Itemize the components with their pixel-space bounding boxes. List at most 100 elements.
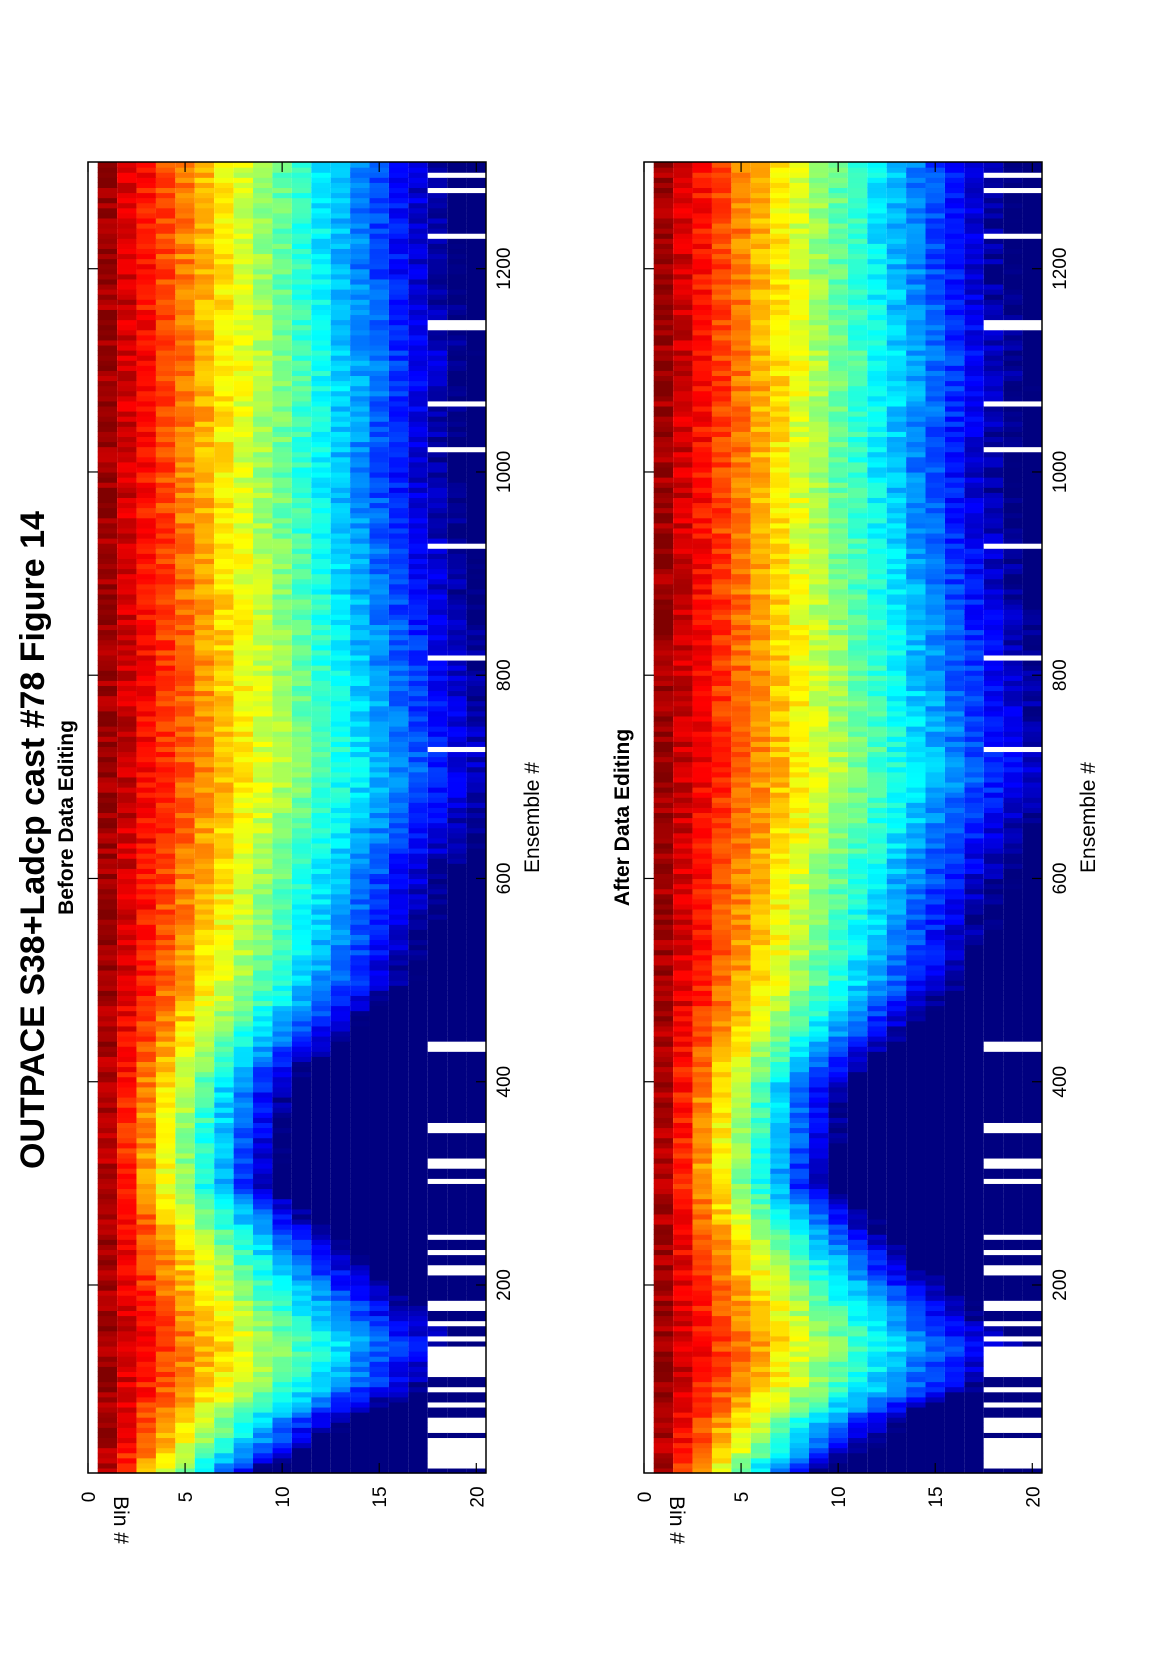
heatmap-cell [233,949,254,956]
heatmap-cell [447,1432,467,1439]
heatmap-cell [194,334,215,341]
heatmap-cell [136,680,156,686]
heatmap-cell [330,538,351,544]
heatmap-cell [330,1025,351,1032]
heatmap-cell [117,1203,137,1210]
heatmap-cell [291,1061,312,1068]
heatmap-cell [97,1132,118,1139]
heatmap-cell [447,283,467,290]
heatmap-cell [369,609,389,615]
heatmap-cell [369,1096,389,1103]
heatmap-cell [155,1168,176,1174]
heatmap-cell [233,1371,254,1378]
heatmap-cell [194,731,215,737]
heatmap-cell [427,416,448,422]
heatmap-cell [175,304,195,310]
heatmap-cell [194,329,215,336]
heatmap-cell [175,1152,195,1159]
heatmap-cell [311,380,331,387]
heatmap-cell [175,1437,195,1444]
heatmap-cell [388,873,409,880]
heatmap-cell [97,1300,118,1306]
heatmap-cell [369,898,389,905]
heatmap-cell [136,771,156,778]
heatmap-cell [97,771,118,778]
heatmap-cell [408,405,428,412]
heatmap-cell [350,324,370,331]
heatmap-cell [447,700,467,707]
heatmap-cell [175,1076,195,1083]
heatmap-cell [466,1157,486,1164]
heatmap-cell [388,781,409,788]
heatmap-cell [388,1325,409,1332]
heatmap-cell [427,1030,448,1037]
heatmap-cell [117,1244,137,1251]
heatmap-cell [253,410,273,417]
heatmap-cell [466,863,486,869]
heatmap-cell [253,654,273,661]
heatmap-cell [233,731,254,737]
heatmap-cell [272,1036,292,1042]
heatmap-cell [117,654,137,661]
heatmap-cell [117,1396,137,1403]
heatmap-cell [97,924,118,930]
heatmap-cell [155,1203,176,1210]
heatmap-cell [369,700,389,707]
heatmap-cell [466,1396,486,1403]
heatmap-cell [311,258,331,265]
heatmap-cell [350,720,370,727]
heatmap-cell [97,563,118,570]
heatmap-cell [330,1234,351,1240]
heatmap-cell [350,1030,370,1037]
heatmap-cell [408,1417,428,1423]
heatmap-cell [117,263,137,270]
heatmap-cell [272,726,292,732]
heatmap-cell [136,1178,156,1184]
heatmap-cell [175,746,195,753]
heatmap-cell [466,1320,486,1327]
heatmap-cell [175,375,195,382]
heatmap-cell [194,370,215,377]
heatmap-cell [388,1188,409,1195]
heatmap-cell [311,980,331,986]
heatmap-cell [175,604,195,610]
heatmap-cell [311,1213,331,1220]
heatmap-cell [194,614,215,620]
heatmap-cell [175,990,195,996]
heatmap-cell [97,1208,118,1215]
heatmap-cell [427,1376,448,1383]
heatmap-cell [447,268,467,275]
heatmap-cell [155,1422,176,1428]
heatmap-cell [136,339,156,346]
heatmap-cell [97,1203,118,1210]
heatmap-cell [466,543,486,549]
heatmap-cell [350,690,370,697]
heatmap-cell [97,629,118,636]
heatmap-cell [117,1351,137,1357]
heatmap-cell [155,756,176,763]
heatmap-cell [136,563,156,570]
heatmap-cell [194,207,215,214]
heatmap-cell [194,1163,215,1169]
heatmap-cell [408,888,428,895]
heatmap-cell [117,807,137,814]
heatmap-cell [136,512,156,519]
heatmap-cell [233,1081,254,1088]
heatmap-cell [388,1183,409,1190]
heatmap-cell [233,1335,254,1342]
heatmap-cell [388,797,409,803]
heatmap-cell [272,949,292,956]
heatmap-cell [97,842,118,849]
heatmap-cell [117,1198,137,1205]
heatmap-cell [97,670,118,676]
heatmap-cell [369,1244,389,1251]
heatmap-cell [330,487,351,493]
heatmap-cell [330,233,351,239]
heatmap-cell [175,832,195,839]
heatmap-cell [311,609,331,615]
heatmap-cell [447,563,467,570]
heatmap-cell [97,334,118,341]
heatmap-cell [447,599,467,605]
heatmap-cell [350,604,370,610]
heatmap-cell [427,741,448,747]
